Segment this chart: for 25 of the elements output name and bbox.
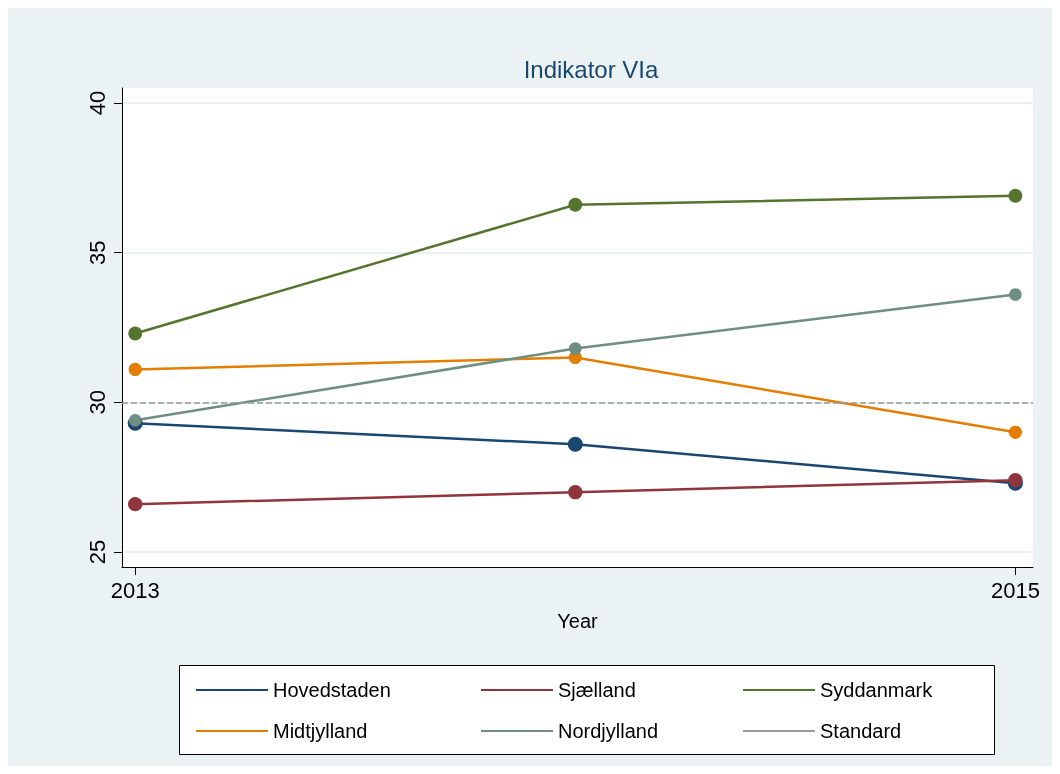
legend-label: Nordjylland <box>558 720 659 742</box>
y-tick-label: 40 <box>84 90 110 116</box>
point <box>128 362 142 377</box>
x-axis-title: Year <box>557 610 599 632</box>
legend-label: Hovedstaden <box>273 679 391 701</box>
y-tick-label: 25 <box>84 539 110 565</box>
y-tick-label: 35 <box>84 240 110 265</box>
point <box>568 197 583 212</box>
point <box>128 326 143 341</box>
legend-label: Standard <box>820 720 902 742</box>
legend-label: Syddanmark <box>820 679 934 701</box>
x-tick-label: 2013 <box>110 577 160 603</box>
point <box>1008 425 1022 439</box>
point <box>569 342 582 355</box>
y-tick-label: 30 <box>84 390 110 415</box>
point <box>568 484 583 500</box>
point <box>1009 288 1022 301</box>
chart-title: Indikator VIa <box>523 55 660 83</box>
point <box>1008 188 1023 203</box>
point <box>128 496 143 512</box>
x-tick-label: 2015 <box>990 577 1040 603</box>
legend-label: Sjælland <box>558 679 636 701</box>
legend-label: Midtjylland <box>273 720 368 742</box>
point <box>567 436 583 452</box>
point <box>128 414 142 427</box>
